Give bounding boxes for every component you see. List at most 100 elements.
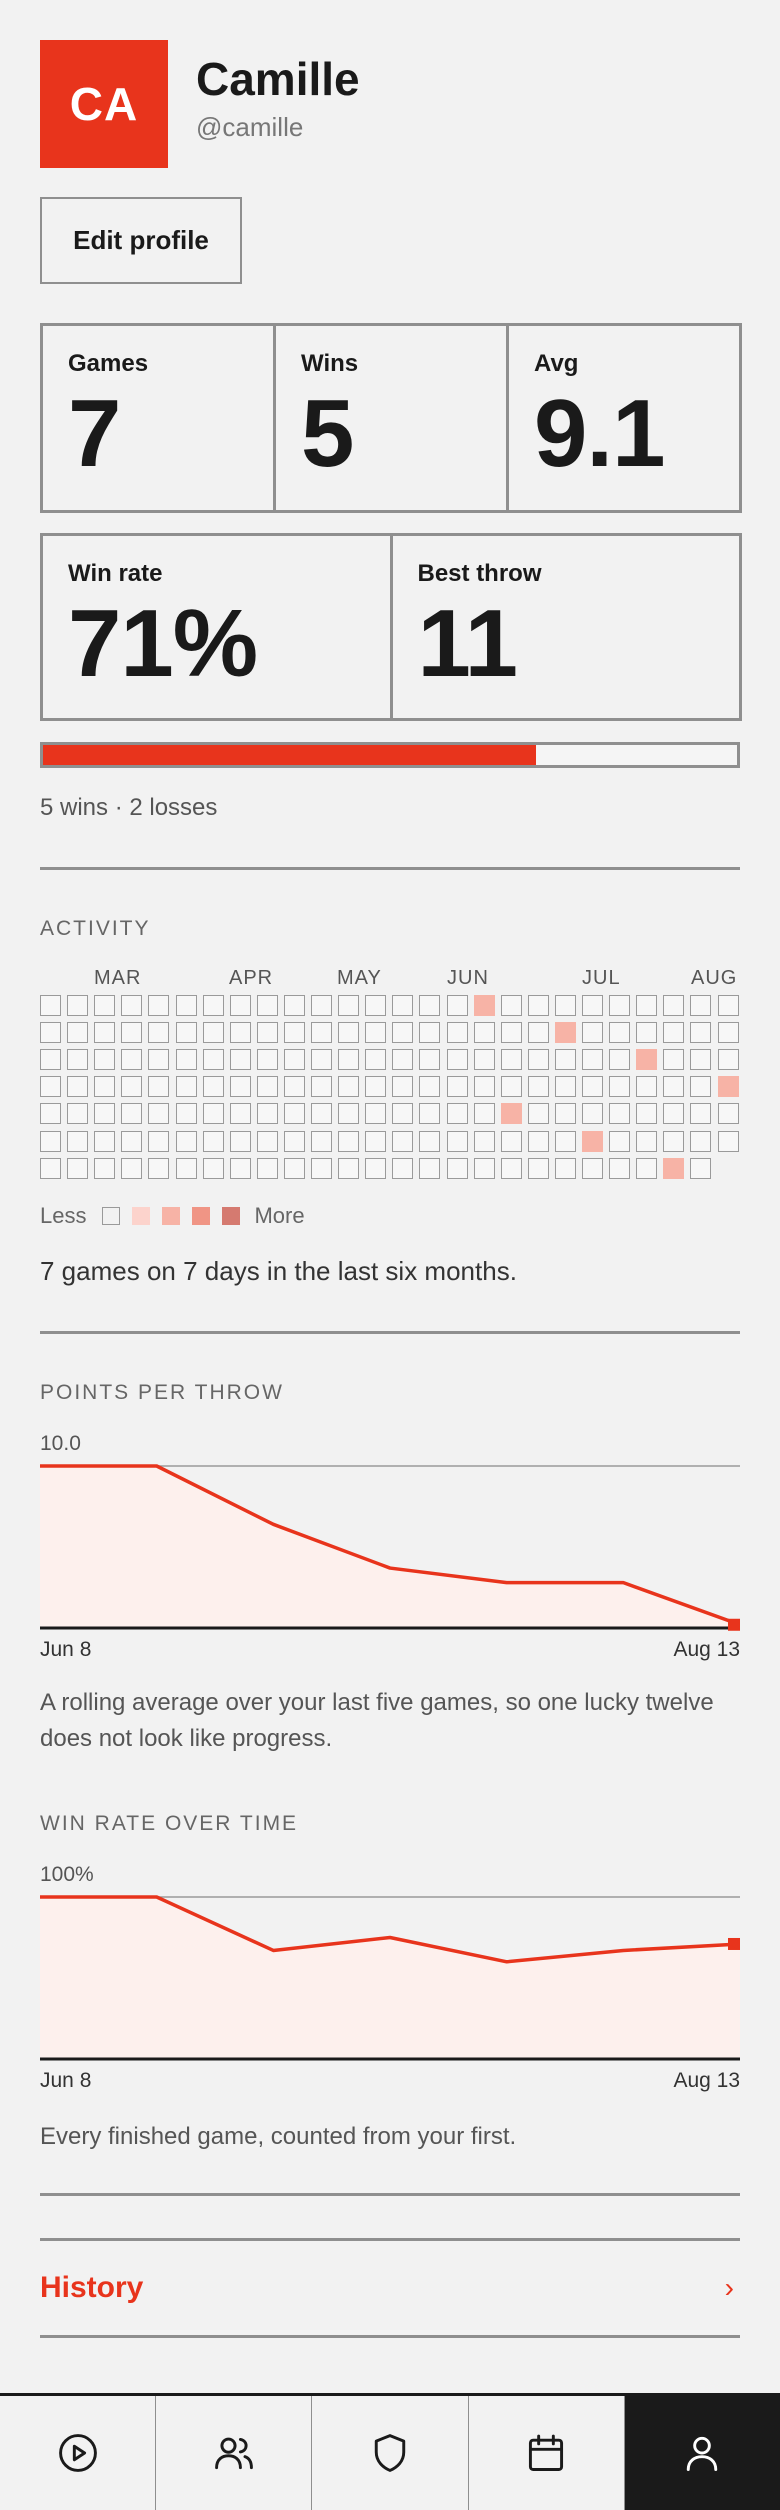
winrate-chart-caption: Every finished game, counted from your f… — [40, 2123, 517, 2150]
activity-day — [283, 1130, 305, 1152]
chart-series-line — [40, 1464, 740, 1627]
activity-day — [121, 995, 143, 1016]
activity-day — [609, 1076, 631, 1098]
activity-day-active — [500, 1103, 522, 1125]
activity-day — [582, 995, 603, 1016]
activity-day — [229, 1130, 251, 1152]
activity-day — [94, 995, 116, 1016]
activity-day — [446, 1103, 468, 1125]
activity-day — [473, 1076, 495, 1098]
legend-more: More — [254, 1203, 305, 1228]
win-loss-record: 5 wins · 2 losses — [40, 794, 218, 821]
legend-swatch — [132, 1207, 151, 1225]
activity-day — [338, 1157, 360, 1179]
stat-win-rate-label: Win rate — [68, 560, 163, 587]
activity-day — [67, 1022, 89, 1044]
activity-day — [717, 1049, 739, 1071]
activity-day — [338, 1076, 360, 1098]
tab-friends[interactable] — [155, 2396, 311, 2510]
tab-calendar[interactable] — [467, 2396, 624, 2510]
activity-day — [582, 1049, 603, 1071]
activity-day — [283, 1157, 305, 1179]
activity-day — [392, 995, 414, 1016]
activity-day — [283, 1022, 305, 1044]
activity-day — [663, 1022, 685, 1044]
activity-day — [609, 1157, 631, 1179]
activity-day — [636, 1022, 658, 1044]
activity-day — [202, 995, 224, 1016]
shield-icon — [374, 2434, 406, 2472]
activity-day — [338, 1022, 360, 1044]
win-rate-progress-fill — [43, 745, 536, 765]
activity-day — [582, 1157, 603, 1179]
activity-day — [148, 1022, 170, 1044]
activity-day — [419, 1157, 441, 1179]
activity-day — [175, 1049, 197, 1071]
activity-day — [446, 1130, 468, 1152]
activity-day — [365, 1022, 387, 1044]
legend-swatch — [102, 1207, 121, 1225]
stat-wins-label: Wins — [301, 350, 359, 377]
points-per-throw-chart — [40, 1464, 740, 1631]
stats-row-primary: Games 7 Wins 5 Avg 9.1 — [40, 323, 742, 513]
activity-day — [175, 1157, 197, 1179]
activity-day — [175, 1076, 197, 1098]
activity-day — [283, 995, 305, 1016]
activity-day — [40, 1049, 61, 1071]
activity-day — [663, 1103, 685, 1125]
stats-row-secondary: Win rate 71% Best throw 11 — [40, 533, 742, 721]
activity-day — [500, 1130, 522, 1152]
activity-day — [554, 1076, 576, 1098]
activity-day — [283, 1103, 305, 1125]
month-label: JUL — [582, 967, 621, 989]
activity-day — [121, 1157, 143, 1179]
activity-day — [311, 1157, 332, 1179]
activity-day — [690, 1049, 712, 1071]
tab-play[interactable] — [0, 2396, 155, 2510]
activity-day — [419, 1130, 441, 1152]
activity-day — [94, 1049, 116, 1071]
activity-legend: Less More — [40, 1203, 305, 1229]
activity-day — [419, 995, 441, 1016]
stat-games-value: 7 — [68, 380, 121, 487]
activity-day — [582, 1022, 603, 1044]
tab-shield[interactable] — [311, 2396, 467, 2510]
activity-day — [229, 1157, 251, 1179]
activity-day — [229, 1022, 251, 1044]
activity-day — [202, 1049, 224, 1071]
activity-day — [365, 1049, 387, 1071]
activity-day — [392, 1076, 414, 1098]
month-label: APR — [229, 967, 274, 989]
activity-day — [148, 995, 170, 1016]
activity-day — [609, 1103, 631, 1125]
activity-day — [40, 995, 61, 1016]
activity-day — [527, 1157, 549, 1179]
edit-profile-button[interactable]: Edit profile — [40, 197, 242, 284]
activity-day — [690, 1157, 712, 1179]
activity-day — [392, 1049, 414, 1071]
stat-best-throw-value: 11 — [417, 590, 518, 697]
month-label: MAR — [94, 967, 142, 989]
bottom-tab-bar — [0, 2393, 780, 2510]
history-link[interactable]: History › — [40, 2238, 740, 2338]
activity-day — [419, 1103, 441, 1125]
activity-day — [554, 1049, 576, 1071]
activity-day — [229, 995, 251, 1016]
activity-day-active — [473, 995, 495, 1016]
tab-profile[interactable] — [623, 2396, 780, 2510]
activity-day-active — [717, 1076, 739, 1098]
activity-day — [690, 995, 712, 1016]
activity-day — [40, 1022, 61, 1044]
activity-day — [392, 1130, 414, 1152]
winrate-chart-ymax: 100% — [40, 1863, 94, 1886]
stat-best-throw-label: Best throw — [417, 560, 542, 587]
divider — [40, 867, 740, 870]
activity-day — [67, 1076, 89, 1098]
activity-day — [419, 1049, 441, 1071]
activity-day — [663, 1049, 685, 1071]
activity-day — [338, 1103, 360, 1125]
activity-day — [202, 1157, 224, 1179]
stat-best-throw: Best throw 11 — [389, 536, 740, 718]
activity-day — [256, 995, 278, 1016]
activity-day — [283, 1076, 305, 1098]
